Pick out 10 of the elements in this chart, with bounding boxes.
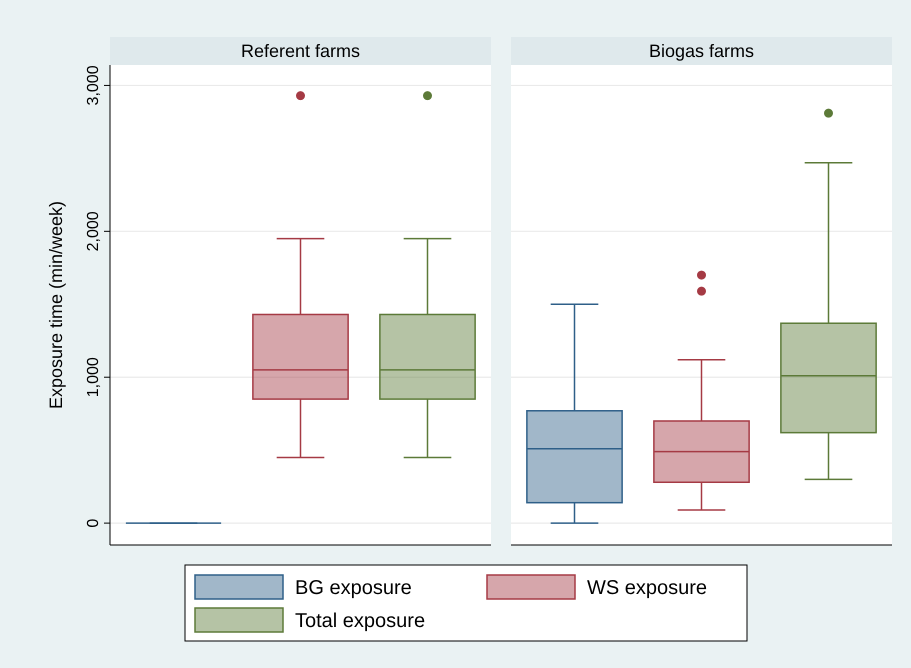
x-tick-label: Referent farms — [240, 41, 360, 61]
y-tick-label: 3,000 — [85, 65, 102, 106]
legend-label: Total exposure — [295, 610, 426, 632]
y-axis-title: Exposure time (min/week) — [46, 200, 66, 410]
y-tick-label: 0 — [85, 518, 102, 528]
y-tick-label: 1,000 — [85, 357, 102, 398]
x-tick-label: Biogas farms — [648, 41, 754, 61]
legend-label: BG exposure — [295, 577, 412, 599]
y-tick-label: 2,000 — [85, 211, 102, 252]
legend-label: WS exposure — [587, 577, 708, 599]
